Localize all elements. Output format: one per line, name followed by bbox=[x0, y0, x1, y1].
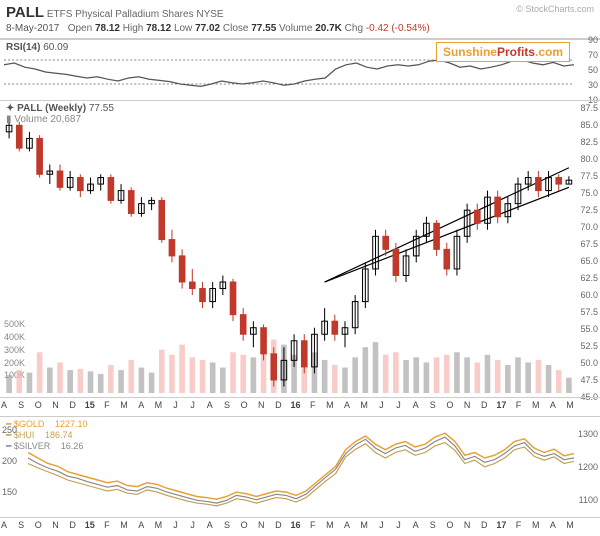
rsi-yaxis: 9070503010 bbox=[576, 40, 600, 100]
pall-chart: PALL ETFS Physical Palladium Shares NYSE… bbox=[0, 0, 600, 500]
watermark: SunshineProfits.com bbox=[436, 42, 570, 62]
time-axis-1: ASOND15FMAMJJASOND16FMAMJJASOND17FMAM bbox=[0, 397, 600, 416]
chart-header: PALL ETFS Physical Palladium Shares NYSE… bbox=[0, 0, 600, 39]
compare-panel: ━ $GOLD 1227.10 ━ $HUI 186.74 ━ $SILVER … bbox=[0, 416, 600, 517]
copyright: © StockCharts.com bbox=[516, 4, 594, 14]
ticker-symbol: PALL bbox=[6, 4, 44, 21]
rsi-panel: RSI(14) 60.09 SunshineProfits.com 907050… bbox=[0, 39, 600, 100]
compare-yaxis-left: 250200150 bbox=[0, 417, 26, 517]
ohlc-row: 8-May-2017 Open 78.12 High 78.12 Low 77.… bbox=[6, 23, 594, 34]
price-yaxis: 87.585.082.580.077.575.072.570.067.565.0… bbox=[576, 101, 600, 397]
price-panel: ✦ PALL (Weekly) 77.55 ▮ Volume 20,687 87… bbox=[0, 100, 600, 397]
time-axis-2: ASOND15FMAMJJASOND16FMAMJJASOND17FMAM bbox=[0, 517, 600, 536]
price-label: ✦ PALL (Weekly) 77.55 ▮ Volume 20,687 bbox=[6, 103, 114, 125]
rsi-label: RSI(14) 60.09 bbox=[6, 42, 68, 53]
compare-yaxis-right: 130012001100 bbox=[576, 417, 600, 517]
ticker-desc: ETFS Physical Palladium Shares NYSE bbox=[47, 9, 224, 20]
